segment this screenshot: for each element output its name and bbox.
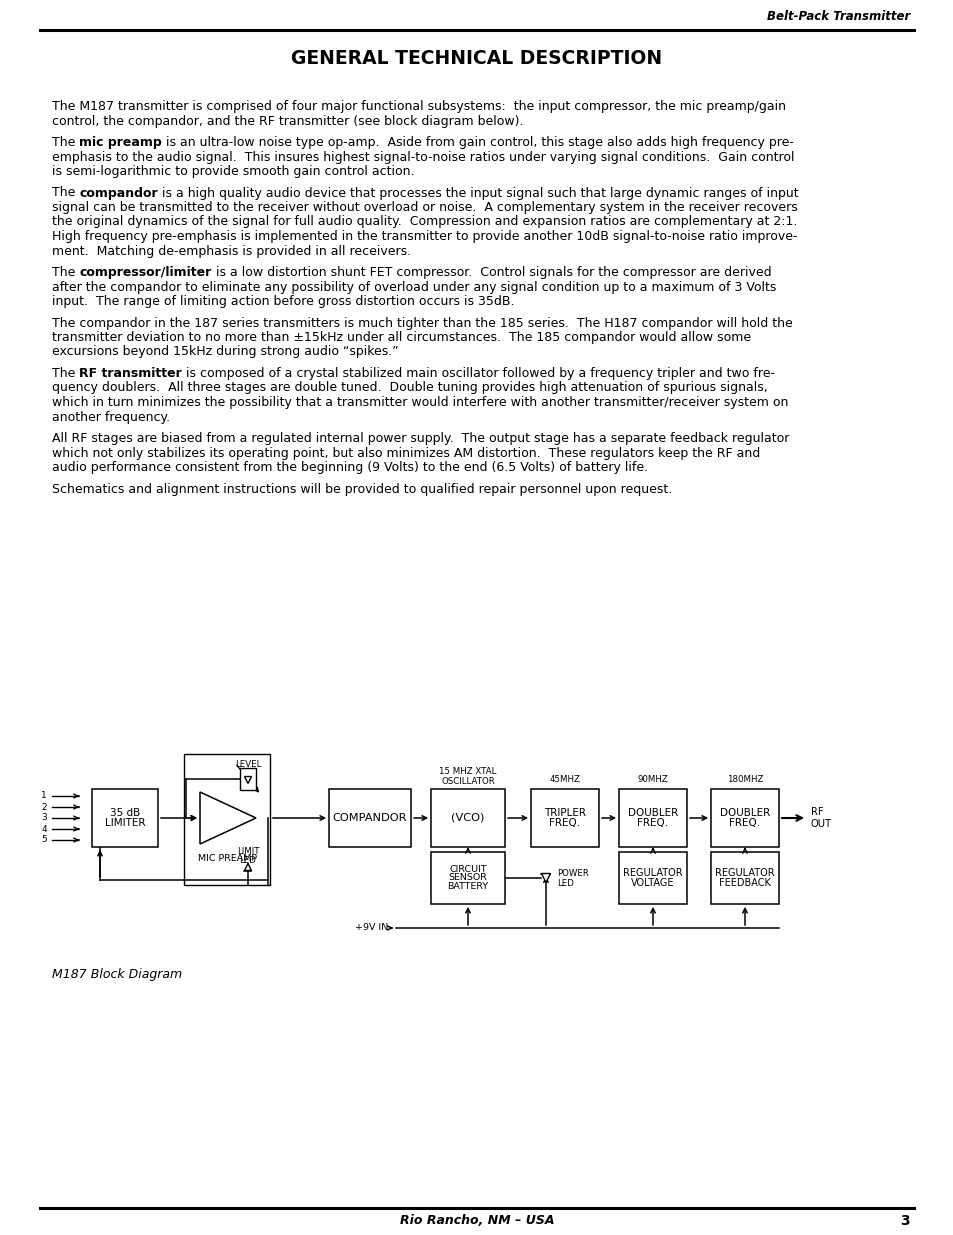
Text: compandor: compandor bbox=[79, 186, 158, 200]
Text: input.  The range of limiting action before gross distortion occurs is 35dB.: input. The range of limiting action befo… bbox=[52, 295, 514, 308]
Text: M187 Block Diagram: M187 Block Diagram bbox=[52, 968, 182, 981]
Text: is semi-logarithmic to provide smooth gain control action.: is semi-logarithmic to provide smooth ga… bbox=[52, 165, 414, 178]
Text: COMPANDOR: COMPANDOR bbox=[333, 813, 407, 823]
Text: LIMITER: LIMITER bbox=[105, 818, 145, 827]
Text: 35 dB: 35 dB bbox=[110, 808, 140, 819]
Text: REGULATOR: REGULATOR bbox=[715, 868, 774, 878]
Text: LIMIT: LIMIT bbox=[236, 847, 259, 856]
Text: The: The bbox=[52, 136, 79, 149]
Text: 1: 1 bbox=[41, 792, 47, 800]
Text: High frequency pre-emphasis is implemented in the transmitter to provide another: High frequency pre-emphasis is implement… bbox=[52, 230, 797, 243]
Bar bbox=[531, 789, 598, 847]
Text: quency doublers.  All three stages are double tuned.  Double tuning provides hig: quency doublers. All three stages are do… bbox=[52, 382, 767, 394]
Text: LEVEL: LEVEL bbox=[234, 760, 261, 769]
Text: FREQ.: FREQ. bbox=[729, 818, 760, 827]
Text: 15 MHZ XTAL: 15 MHZ XTAL bbox=[438, 767, 497, 776]
Text: The: The bbox=[52, 186, 79, 200]
Bar bbox=[184, 755, 270, 885]
Text: +9V IN: +9V IN bbox=[355, 924, 388, 932]
Text: FREQ.: FREQ. bbox=[637, 818, 668, 827]
Text: 2: 2 bbox=[41, 803, 47, 811]
Text: mic preamp: mic preamp bbox=[79, 136, 162, 149]
Text: SENSOR: SENSOR bbox=[448, 873, 487, 883]
Text: REGULATOR: REGULATOR bbox=[622, 868, 682, 878]
Text: The: The bbox=[52, 266, 79, 279]
Text: which not only stabilizes its operating point, but also minimizes AM distortion.: which not only stabilizes its operating … bbox=[52, 447, 760, 459]
Text: 4: 4 bbox=[41, 825, 47, 834]
Bar bbox=[710, 852, 779, 904]
Text: GENERAL TECHNICAL DESCRIPTION: GENERAL TECHNICAL DESCRIPTION bbox=[291, 48, 662, 68]
Text: transmitter deviation to no more than ±15kHz under all circumstances.  The 185 c: transmitter deviation to no more than ±1… bbox=[52, 331, 750, 345]
Text: which in turn minimizes the possibility that a transmitter would interfere with : which in turn minimizes the possibility … bbox=[52, 396, 787, 409]
Text: Schematics and alignment instructions will be provided to qualified repair perso: Schematics and alignment instructions wi… bbox=[52, 483, 672, 495]
Text: TRIPLER: TRIPLER bbox=[543, 808, 585, 819]
Text: another frequency.: another frequency. bbox=[52, 410, 170, 424]
Text: LED: LED bbox=[239, 856, 256, 864]
Bar bbox=[431, 789, 504, 847]
Text: audio performance consistent from the beginning (9 Volts) to the end (6.5 Volts): audio performance consistent from the be… bbox=[52, 461, 647, 474]
Text: is an ultra-low noise type op-amp.  Aside from gain control, this stage also add: is an ultra-low noise type op-amp. Aside… bbox=[162, 136, 793, 149]
Text: 90MHZ: 90MHZ bbox=[637, 774, 668, 783]
Text: 3: 3 bbox=[41, 814, 47, 823]
Text: FREQ.: FREQ. bbox=[549, 818, 580, 827]
Text: LED: LED bbox=[557, 879, 574, 888]
Bar bbox=[240, 768, 255, 790]
Text: Rio Rancho, NM – USA: Rio Rancho, NM – USA bbox=[399, 1214, 554, 1228]
Polygon shape bbox=[541, 873, 550, 883]
Text: the original dynamics of the signal for full audio quality.  Compression and exp: the original dynamics of the signal for … bbox=[52, 215, 797, 228]
Text: POWER: POWER bbox=[557, 869, 588, 878]
Text: emphasis to the audio signal.  This insures highest signal-to-noise ratios under: emphasis to the audio signal. This insur… bbox=[52, 151, 794, 163]
Text: 5: 5 bbox=[41, 836, 47, 845]
Text: OUT: OUT bbox=[810, 819, 831, 829]
Text: All RF stages are biased from a regulated internal power supply.  The output sta: All RF stages are biased from a regulate… bbox=[52, 432, 788, 445]
Text: control, the compandor, and the RF transmitter (see block diagram below).: control, the compandor, and the RF trans… bbox=[52, 115, 523, 127]
Bar bbox=[329, 789, 411, 847]
Bar bbox=[91, 789, 158, 847]
Text: LED: LED bbox=[239, 769, 256, 778]
Text: is composed of a crystal stabilized main oscillator followed by a frequency trip: is composed of a crystal stabilized main… bbox=[182, 367, 774, 380]
Text: The compandor in the 187 series transmitters is much tighter than the 185 series: The compandor in the 187 series transmit… bbox=[52, 316, 792, 330]
Text: 180MHZ: 180MHZ bbox=[726, 774, 762, 783]
Text: BATTERY: BATTERY bbox=[447, 882, 488, 892]
Text: excursions beyond 15kHz during strong audio “spikes.”: excursions beyond 15kHz during strong au… bbox=[52, 346, 398, 358]
Polygon shape bbox=[244, 863, 252, 871]
Text: signal can be transmitted to the receiver without overload or noise.  A compleme: signal can be transmitted to the receive… bbox=[52, 201, 797, 214]
Bar bbox=[431, 852, 504, 904]
Bar bbox=[710, 789, 779, 847]
Polygon shape bbox=[200, 792, 255, 844]
Text: DOUBLER: DOUBLER bbox=[627, 808, 678, 819]
Text: ment.  Matching de-emphasis is provided in all receivers.: ment. Matching de-emphasis is provided i… bbox=[52, 245, 411, 258]
Text: 45MHZ: 45MHZ bbox=[549, 774, 579, 783]
Text: VOLTAGE: VOLTAGE bbox=[631, 878, 674, 888]
Text: is a low distortion shunt FET compressor.  Control signals for the compressor ar: is a low distortion shunt FET compressor… bbox=[212, 266, 770, 279]
Text: (VCO): (VCO) bbox=[451, 813, 484, 823]
Text: FEEDBACK: FEEDBACK bbox=[719, 878, 770, 888]
Text: OSCILLATOR: OSCILLATOR bbox=[440, 777, 495, 785]
Text: is a high quality audio device that processes the input signal such that large d: is a high quality audio device that proc… bbox=[158, 186, 798, 200]
Text: CIRCUIT: CIRCUIT bbox=[449, 864, 486, 873]
Polygon shape bbox=[244, 777, 252, 783]
Text: The M187 transmitter is comprised of four major functional subsystems:  the inpu: The M187 transmitter is comprised of fou… bbox=[52, 100, 785, 112]
Text: 3: 3 bbox=[900, 1214, 909, 1228]
Text: The: The bbox=[52, 367, 79, 380]
Text: DOUBLER: DOUBLER bbox=[720, 808, 769, 819]
Text: after the compandor to eliminate any possibility of overload under any signal co: after the compandor to eliminate any pos… bbox=[52, 280, 776, 294]
Text: RF transmitter: RF transmitter bbox=[79, 367, 182, 380]
Text: Belt-Pack Transmitter: Belt-Pack Transmitter bbox=[766, 10, 909, 22]
Text: RF: RF bbox=[810, 806, 822, 818]
Bar bbox=[618, 852, 686, 904]
Text: MIC PREAMP: MIC PREAMP bbox=[198, 853, 257, 863]
Text: compressor/limiter: compressor/limiter bbox=[79, 266, 212, 279]
Bar bbox=[618, 789, 686, 847]
